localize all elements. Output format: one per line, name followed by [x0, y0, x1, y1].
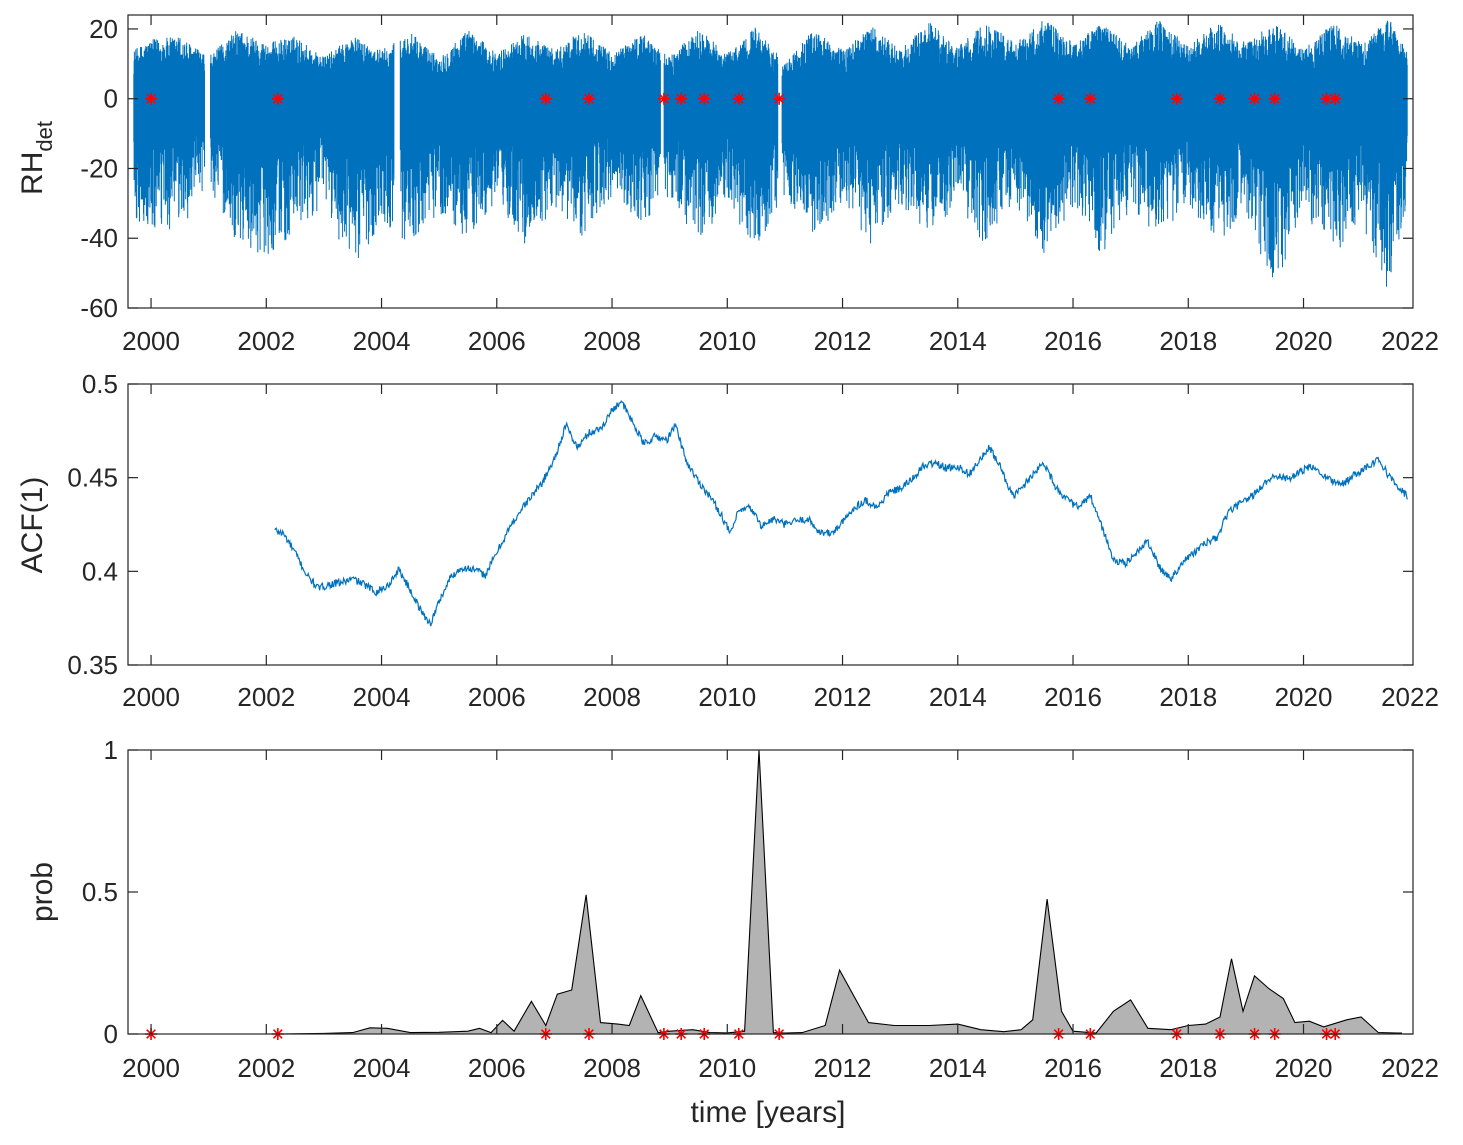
- y-tick-label: 0.35: [67, 650, 118, 680]
- event-marker: [1052, 92, 1065, 105]
- event-marker: [773, 92, 786, 105]
- x-tick-label: 2016: [1044, 326, 1102, 356]
- x-tick-label: 2012: [814, 682, 872, 712]
- acf-plot-area: 2000 2002 2004 2006 2008 2010 2012 2014 2016 2018…: [67, 369, 1439, 712]
- event-marker: [1248, 92, 1261, 105]
- x-tick-label: 2022: [1381, 682, 1439, 712]
- y-tick-label: 0.5: [82, 877, 118, 907]
- y-tick-label: 1: [104, 735, 118, 765]
- x-tick-label: 2000: [122, 326, 180, 356]
- x-tick-label: 2014: [929, 326, 987, 356]
- event-marker: [657, 92, 670, 105]
- acf-panel: 2000 2002 2004 2006 2008 2010 2012 2014 2016 2018…: [16, 369, 1439, 712]
- y-tick-label: 0: [104, 84, 118, 114]
- event-marker: [1329, 92, 1342, 105]
- x-tick-label: 2018: [1159, 1053, 1217, 1083]
- y-tick-label: -60: [80, 293, 118, 323]
- x-tick-label: 2018: [1159, 682, 1217, 712]
- x-tick-label: 2022: [1381, 326, 1439, 356]
- x-tick-label: 2014: [929, 682, 987, 712]
- prob-panel: 2000 2002 2004 2006 2008 2010 2012 2014 2016 2018…: [26, 735, 1439, 1129]
- y-tick-label: -40: [80, 223, 118, 253]
- x-tick-label: 2016: [1044, 1053, 1102, 1083]
- event-marker: [145, 92, 158, 105]
- plot-frame: [127, 14, 1414, 309]
- rh-det-ylabel-sub: det: [32, 121, 57, 152]
- x-tick-label: 2002: [237, 682, 295, 712]
- prob-plot-area: 2000 2002 2004 2006 2008 2010 2012 2014 2016 2018…: [82, 735, 1439, 1083]
- y-tick-label: 0: [104, 1019, 118, 1049]
- x-tick-label: 2006: [468, 326, 526, 356]
- x-tick-label: 2012: [814, 1053, 872, 1083]
- plot-frame: [127, 383, 1414, 666]
- x-tick-label: 2008: [583, 1053, 641, 1083]
- y-tick-label: 20: [89, 14, 118, 44]
- x-tick-label: 2010: [698, 682, 756, 712]
- x-tick-label: 2000: [122, 1053, 180, 1083]
- y-tick-label: 0.5: [82, 369, 118, 399]
- x-tick-label: 2014: [929, 1053, 987, 1083]
- x-tick-label: 2006: [468, 1053, 526, 1083]
- event-marker: [732, 92, 745, 105]
- event-marker: [1170, 92, 1183, 105]
- y-tick-label: -20: [80, 153, 118, 183]
- x-tick-label: 2020: [1275, 682, 1333, 712]
- x-tick-label: 2020: [1275, 326, 1333, 356]
- x-tick-label: 2022: [1381, 1053, 1439, 1083]
- rh-det-plot-area: 2000 2002 2004 2006 2008 2010 2012 2014 2016 2018…: [80, 14, 1439, 356]
- event-marker: [1268, 92, 1281, 105]
- x-tick-label: 2012: [814, 326, 872, 356]
- x-tick-label: 2010: [698, 1053, 756, 1083]
- prob-ylabel: prob: [26, 862, 59, 922]
- event-marker: [1213, 92, 1226, 105]
- x-tick-label: 2018: [1159, 326, 1217, 356]
- prob-area: [274, 749, 1403, 1035]
- acf-ylabel: ACF(1): [16, 477, 49, 574]
- x-tick-label: 2004: [353, 1053, 411, 1083]
- x-tick-label: 2010: [698, 326, 756, 356]
- x-tick-label: 2008: [583, 326, 641, 356]
- x-tick-label: 2020: [1275, 1053, 1333, 1083]
- event-marker: [582, 92, 595, 105]
- prob-xlabel: time [years]: [690, 1096, 845, 1129]
- event-marker: [539, 92, 552, 105]
- rh-det-ylabel-main: RH: [16, 152, 49, 195]
- x-tick-label: 2004: [353, 682, 411, 712]
- x-tick-label: 2000: [122, 682, 180, 712]
- event-marker: [675, 92, 688, 105]
- rh-det-panel: 2000 2002 2004 2006 2008 2010 2012 2014 2016 2018…: [16, 14, 1439, 356]
- x-tick-label: 2006: [468, 682, 526, 712]
- x-tick-label: 2008: [583, 682, 641, 712]
- event-marker: [698, 92, 711, 105]
- rh-det-series-line: [133, 20, 1408, 287]
- x-tick-label: 2016: [1044, 682, 1102, 712]
- y-tick-label: 0.4: [82, 556, 118, 586]
- acf-series-line: [274, 400, 1408, 627]
- event-marker: [271, 92, 284, 105]
- event-marker: [1320, 92, 1333, 105]
- x-tick-label: 2004: [353, 326, 411, 356]
- rh-det-ylabel: RHdet: [16, 121, 57, 195]
- y-tick-label: 0.45: [67, 463, 118, 493]
- x-tick-label: 2002: [237, 326, 295, 356]
- event-marker: [1084, 92, 1097, 105]
- x-tick-label: 2002: [237, 1053, 295, 1083]
